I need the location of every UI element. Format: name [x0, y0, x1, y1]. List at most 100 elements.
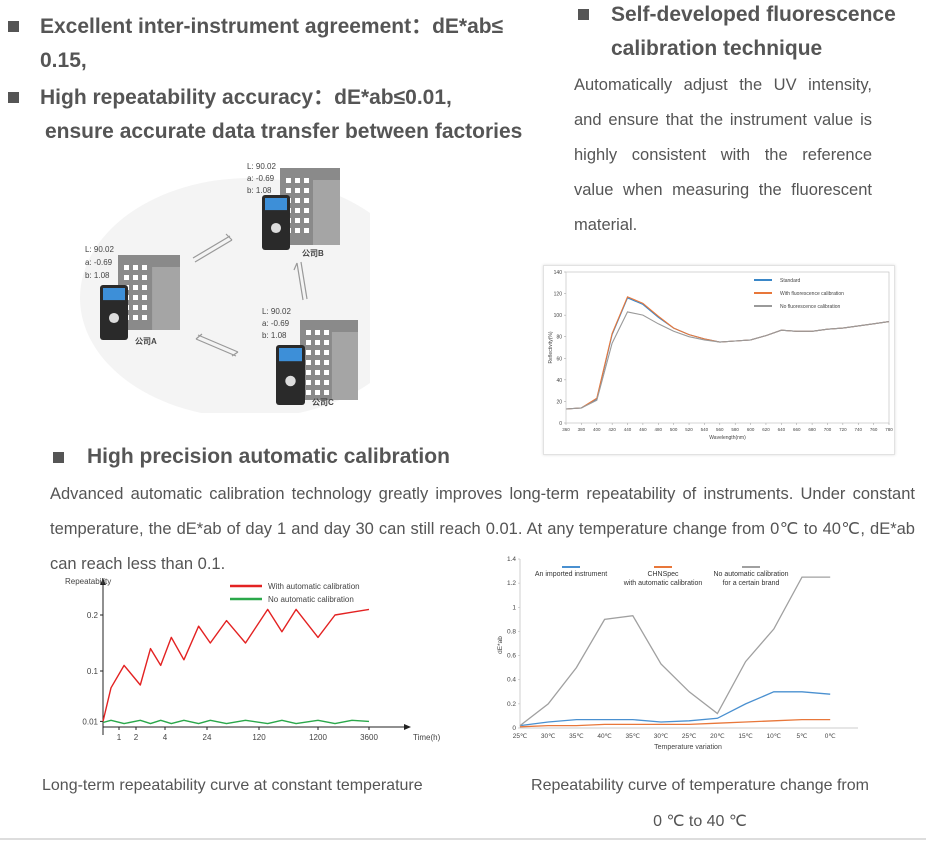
axis-arrow	[100, 578, 106, 585]
chart: 0 20 40 60 80 100 120 140 360 380 400 420 440 460 480 5…	[548, 270, 893, 441]
y-axis-label: Reflectivity(%)	[548, 331, 554, 363]
x-tick-label: 3600	[360, 733, 378, 742]
building	[313, 180, 340, 245]
y-tick-label: 0.1	[87, 667, 99, 676]
site-name: 公司B	[302, 249, 324, 258]
x-tick-label: 25℃	[682, 733, 697, 740]
chart: 0.010.10.21 2 4 24 120 1200 3600RepeatabilityT…	[65, 577, 441, 742]
x-tick-label: 780	[885, 427, 893, 432]
window	[315, 390, 320, 395]
window	[133, 275, 138, 280]
window	[286, 188, 291, 193]
window	[304, 218, 309, 223]
site-name: 公司A	[135, 337, 157, 346]
x-tick-label: 35℃	[626, 733, 641, 740]
site-value: b: 1.08	[247, 186, 272, 195]
legend-label: No automatic calibration	[268, 595, 354, 604]
y-tick-label: 0.01	[82, 717, 98, 726]
x-tick-label: 10℃	[767, 733, 782, 740]
y-tick-label: 20	[556, 399, 562, 405]
window	[304, 228, 309, 233]
x-tick-label: 400	[593, 427, 601, 432]
y-tick-label: 0	[512, 725, 516, 732]
y-tick-label: 80	[556, 335, 562, 341]
window	[306, 350, 311, 355]
x-tick-label: 15℃	[738, 733, 753, 740]
x-axis-label: Wavelength(nm)	[709, 435, 746, 441]
x-tick-label: 520	[685, 427, 693, 432]
series-line	[102, 608, 370, 722]
window	[306, 370, 311, 375]
window	[315, 370, 320, 375]
window	[133, 285, 138, 290]
window	[295, 218, 300, 223]
legend-label: With fluorescence calibration	[780, 291, 844, 297]
y-tick-label: 1.2	[507, 580, 516, 587]
x-tick-label: 40℃	[597, 733, 612, 740]
x-tick-label: 460	[639, 427, 647, 432]
heading: Excellent inter-instrument agreement：dE*…	[40, 15, 504, 72]
temperature-chart: 0 0.2 0.4 0.6 0.8 1 1.2 1.4 25℃ 30℃ 35℃ 40℃ 35℃ 30℃ 25…	[495, 553, 870, 753]
heading: High repeatability accuracy：dE*ab≤0.01,	[40, 86, 452, 109]
window	[142, 315, 147, 320]
x-tick-label: 120	[252, 733, 266, 742]
axis-arrow	[404, 724, 411, 730]
window	[133, 315, 138, 320]
window	[295, 188, 300, 193]
paragraph: Automatically adjust the UV intensity, a…	[574, 76, 872, 234]
y-axis-label: Repeatability	[65, 577, 111, 586]
y-tick-label: 0.2	[87, 611, 99, 620]
site-value: a: -0.69	[262, 319, 290, 328]
arrow	[293, 261, 308, 301]
window	[304, 178, 309, 183]
window	[142, 285, 147, 290]
site-value: L: 90.02	[85, 245, 114, 254]
window	[324, 350, 329, 355]
x-tick-label: 760	[870, 427, 878, 432]
x-axis-label: Temperature variation	[654, 744, 722, 751]
x-tick-label: 0℃	[825, 733, 837, 740]
device-screen	[103, 288, 125, 301]
window	[306, 380, 311, 385]
series-line	[519, 718, 831, 728]
window	[133, 305, 138, 310]
site-value: L: 90.02	[262, 307, 291, 316]
series-line	[102, 719, 370, 725]
window	[315, 380, 320, 385]
building	[331, 332, 358, 400]
x-tick-label: 480	[655, 427, 663, 432]
window	[315, 340, 320, 345]
site-name: 公司C	[312, 398, 334, 407]
x-tick-label: 500	[670, 427, 678, 432]
x-tick-label: 25℃	[513, 733, 528, 740]
series-line	[519, 691, 831, 727]
legend-label: An imported instrument	[534, 571, 608, 578]
window	[124, 265, 129, 270]
x-tick-label: 540	[701, 427, 709, 432]
window	[286, 178, 291, 183]
x-tick-label: 700	[824, 427, 832, 432]
site-value: L: 90.02	[247, 162, 276, 171]
x-tick-label: 1	[117, 733, 122, 742]
y-tick-label: 0.2	[507, 701, 516, 708]
y-tick-label: 1.4	[507, 556, 516, 563]
bullet	[53, 452, 64, 463]
legend-label: No fluorescence calibration	[780, 304, 841, 310]
bullet	[578, 9, 589, 20]
site-value: a: -0.69	[85, 258, 113, 267]
x-tick-label: 2	[134, 733, 139, 742]
y-tick-label: 1	[512, 604, 516, 611]
window	[142, 265, 147, 270]
y-tick-label: 0.8	[507, 628, 516, 635]
window	[133, 265, 138, 270]
x-tick-label: 440	[624, 427, 632, 432]
legend-label: No automatic calibration for a certain b…	[713, 571, 789, 587]
window	[315, 350, 320, 355]
arrow	[195, 333, 239, 357]
y-tick-label: 120	[554, 292, 563, 298]
x-tick-label: 5℃	[797, 733, 809, 740]
device-port	[270, 222, 282, 234]
divider	[0, 838, 926, 840]
repeatability-chart: 0.01 0.1 0.2 1 2 4 24 120 1200 3600 Repeatability T…	[60, 572, 441, 752]
